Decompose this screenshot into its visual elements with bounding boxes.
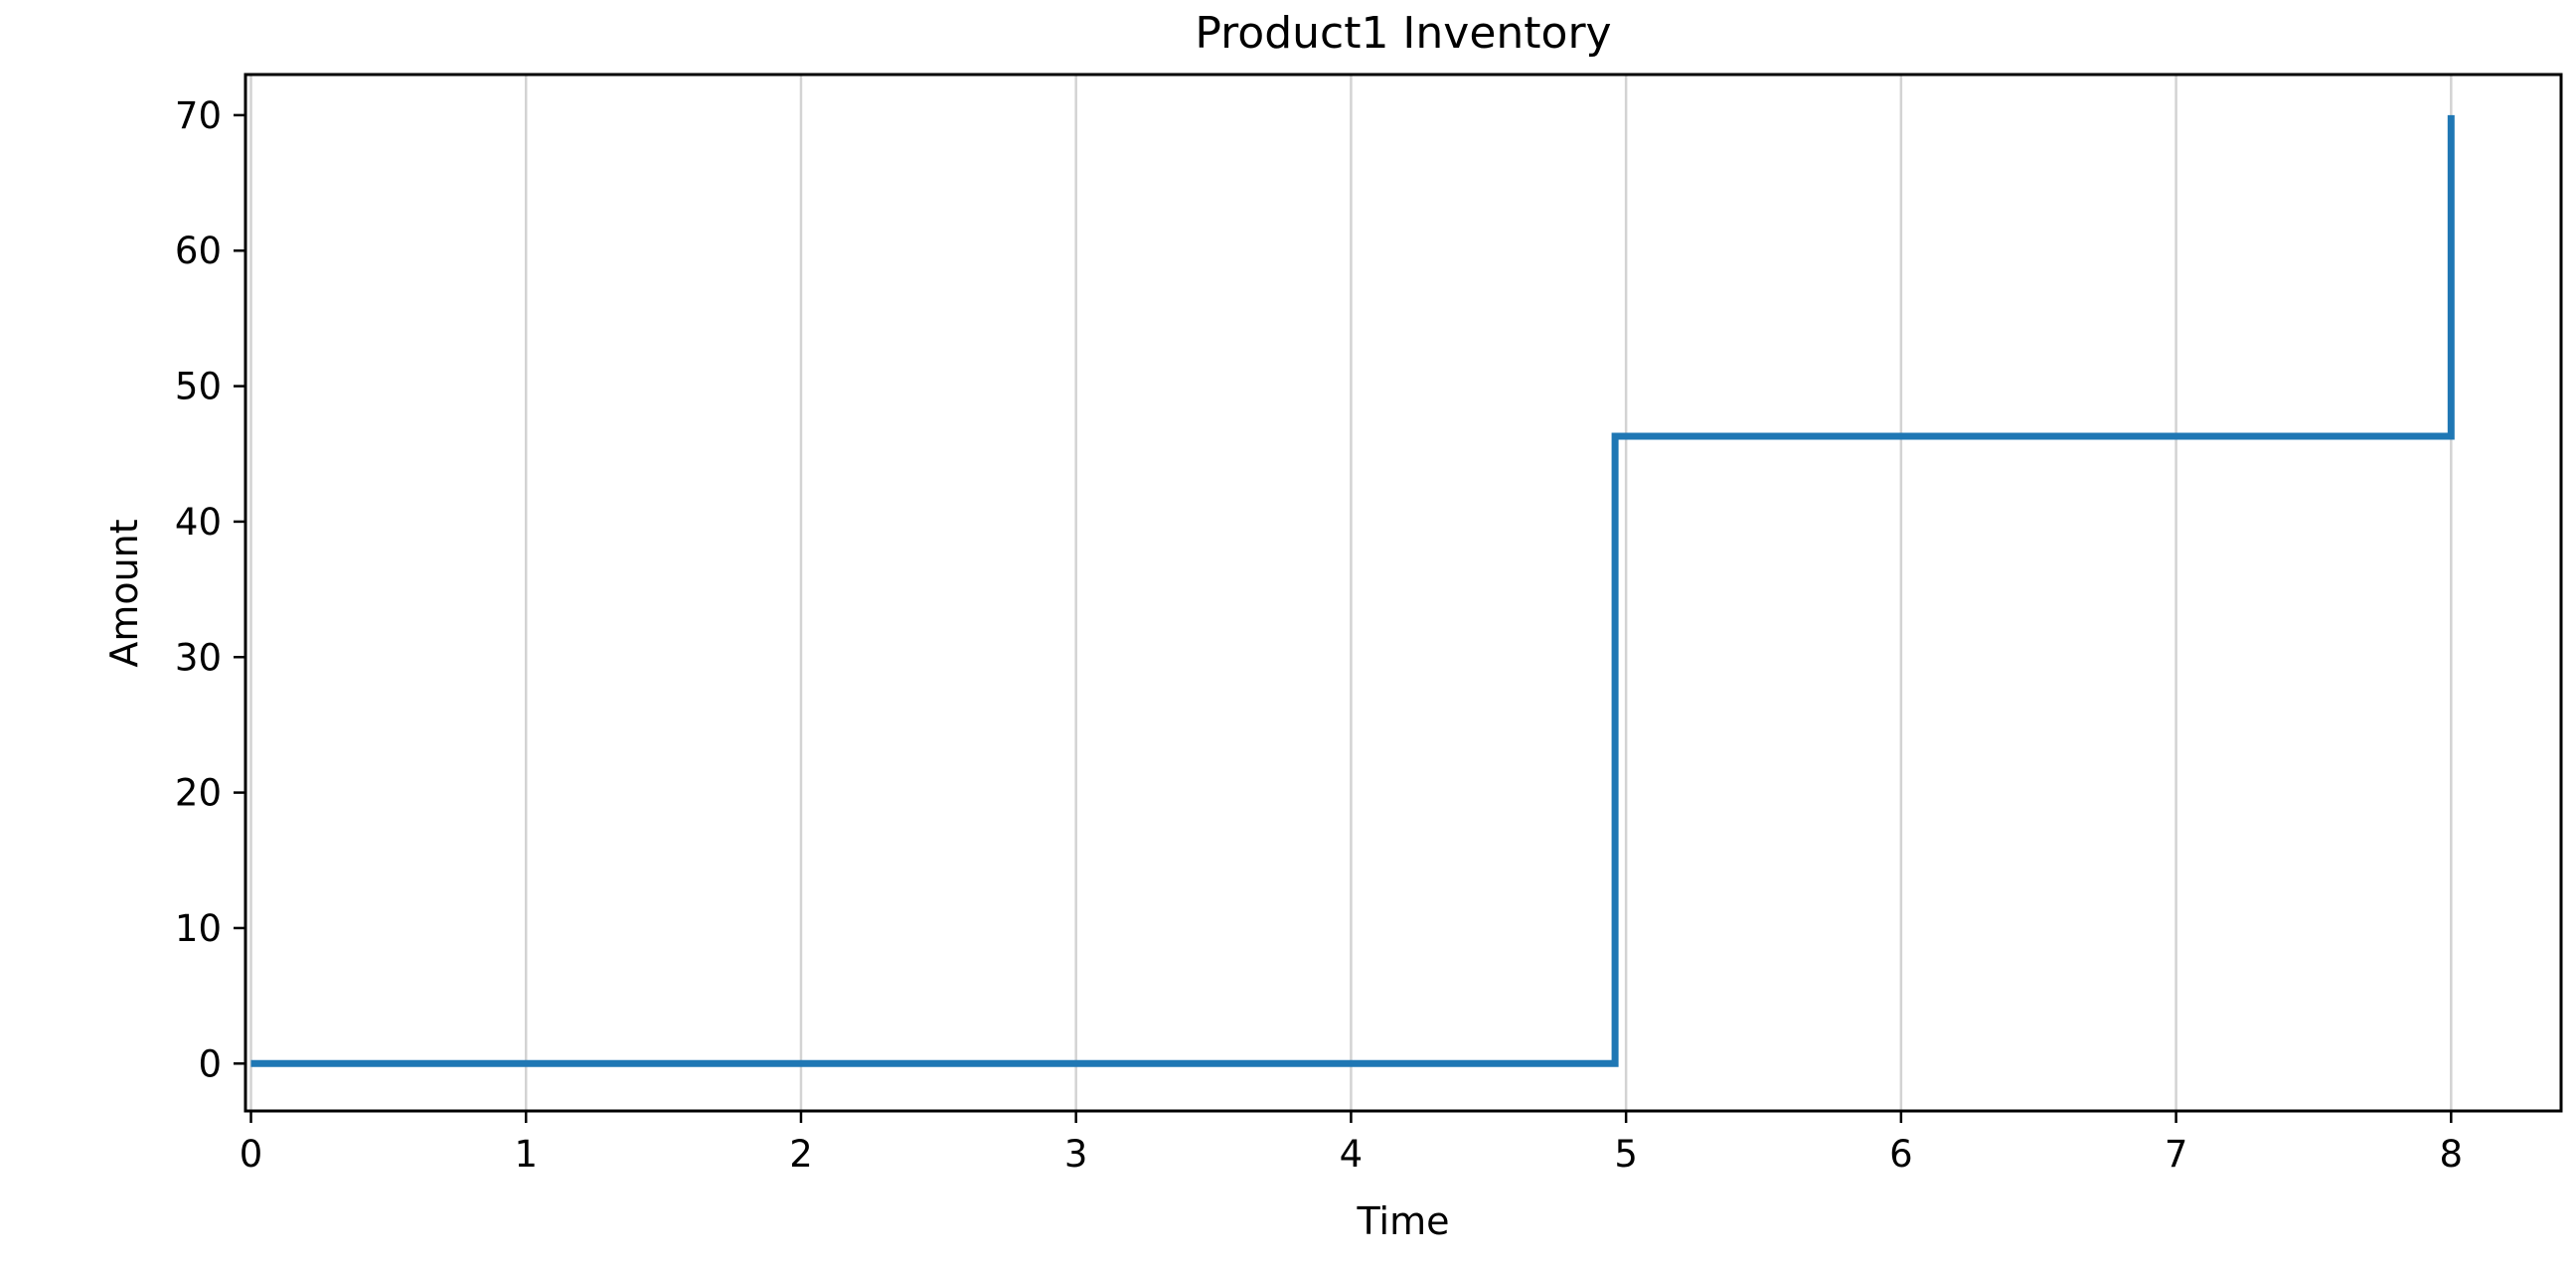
x-tick-label: 6	[1889, 1133, 1913, 1176]
x-tick-label: 7	[2165, 1133, 2188, 1176]
y-tick-label: 0	[198, 1042, 222, 1085]
y-tick-label: 30	[175, 636, 222, 679]
series-layer	[250, 114, 2455, 1067]
inventory-step-line	[250, 114, 2455, 1067]
x-tick-label: 3	[1064, 1133, 1088, 1176]
x-tick-label: 8	[2440, 1133, 2464, 1176]
y-tick-label: 70	[175, 94, 222, 137]
x-tick-label: 1	[514, 1133, 538, 1176]
x-tick-label: 2	[789, 1133, 813, 1176]
x-tick-label: 4	[1340, 1133, 1364, 1176]
x-tick-label: 0	[240, 1133, 263, 1176]
x-tick-label: 5	[1614, 1133, 1638, 1176]
y-axis-label: Amount	[102, 519, 146, 667]
y-tick-label: 10	[175, 907, 222, 950]
y-tick-label: 50	[175, 366, 222, 408]
y-axis-ticks: 0 10 20 30 40 50 60 70	[175, 94, 245, 1085]
x-axis-label: Time	[1357, 1199, 1450, 1243]
chart-title: Product1 Inventory	[1195, 8, 1611, 59]
x-axis-ticks: 0 1 2 3 4 5 6 7 8	[240, 1111, 2463, 1176]
grid-lines	[249, 75, 2453, 1111]
y-tick-label: 20	[175, 772, 222, 815]
y-tick-label: 40	[175, 501, 222, 544]
plot-frame	[243, 73, 2563, 1113]
y-tick-label: 60	[175, 230, 222, 272]
